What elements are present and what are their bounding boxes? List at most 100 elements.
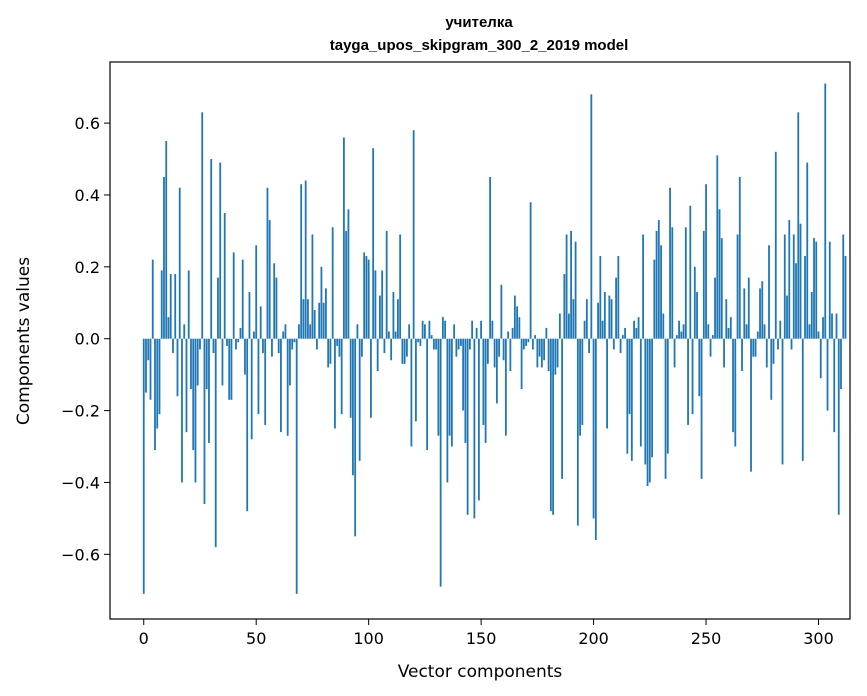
bar-component-213: [621, 335, 624, 339]
bar-component-6: [156, 338, 159, 429]
bar-component-259: [725, 299, 728, 339]
bar-component-55: [266, 187, 269, 339]
bar-component-258: [723, 338, 725, 368]
bar-component-268: [745, 324, 748, 339]
bar-component-176: [538, 338, 541, 357]
bar-component-206: [606, 338, 608, 429]
bar-component-37: [226, 338, 228, 346]
bar-component-18: [183, 324, 186, 339]
bar-component-145: [468, 338, 471, 350]
bar-component-38: [228, 338, 231, 400]
bar-component-241: [684, 227, 687, 339]
bar-component-303: [824, 83, 827, 339]
bar-component-239: [680, 331, 683, 339]
bar-component-246: [696, 291, 698, 339]
bar-component-12: [169, 274, 172, 339]
bar-component-298: [813, 238, 815, 339]
bar-component-289: [792, 234, 795, 339]
bar-component-179: [545, 327, 548, 339]
bar-component-10: [165, 141, 168, 339]
bar-component-105: [379, 295, 381, 339]
bar-component-77: [316, 338, 318, 350]
bar-component-7: [158, 338, 161, 415]
bar-component-282: [777, 338, 779, 350]
bar-component-89: [343, 137, 345, 339]
bar-component-168: [520, 338, 523, 390]
bar-component-137: [450, 338, 453, 447]
bar-component-22: [192, 338, 195, 451]
bar-component-251: [707, 324, 710, 339]
bar-component-13: [172, 338, 174, 354]
bar-component-283: [779, 320, 782, 339]
x-tick-label: 150: [466, 629, 497, 648]
bar-component-4: [151, 259, 154, 339]
bar-component-62: [282, 331, 285, 339]
bar-component-30: [210, 159, 213, 339]
bar-component-26: [201, 112, 204, 339]
bar-component-31: [212, 338, 215, 354]
bar-component-46: [246, 338, 249, 512]
y-tick-label: −0.4: [61, 473, 100, 492]
bar-component-76: [313, 309, 316, 339]
bar-component-115: [401, 338, 404, 364]
bar-component-122: [417, 338, 420, 343]
bar-component-215: [626, 338, 629, 454]
bar-component-36: [223, 212, 226, 339]
bars-group: [142, 83, 847, 594]
x-tick-label: 50: [246, 629, 266, 648]
bar-component-81: [325, 288, 327, 339]
bar-component-127: [428, 320, 431, 339]
bar-component-178: [543, 338, 545, 361]
bar-component-125: [423, 324, 426, 339]
bar-component-183: [554, 338, 557, 375]
bar-component-270: [750, 338, 752, 472]
bar-component-216: [628, 338, 631, 415]
bar-component-147: [473, 338, 476, 519]
bar-component-285: [783, 234, 786, 339]
bar-component-190: [570, 230, 572, 339]
bar-component-134: [444, 320, 447, 339]
bar-component-144: [466, 338, 469, 515]
bar-component-240: [682, 324, 685, 339]
bar-component-162: [507, 331, 510, 339]
bar-component-97: [361, 338, 363, 357]
bar-component-193: [576, 338, 579, 526]
bar-component-75: [311, 234, 314, 339]
bar-component-138: [453, 324, 456, 339]
bar-component-230: [660, 245, 662, 339]
bar-component-244: [691, 338, 694, 415]
bar-component-131: [437, 338, 440, 436]
bar-component-209: [612, 338, 615, 350]
bar-component-286: [786, 295, 788, 339]
bar-component-195: [581, 338, 584, 425]
bar-component-133: [441, 317, 444, 339]
bar-component-132: [439, 338, 442, 587]
bar-component-257: [720, 238, 723, 339]
bar-component-208: [610, 299, 613, 339]
bar-component-163: [509, 338, 512, 372]
bar-component-88: [340, 338, 343, 415]
bar-component-2: [147, 338, 150, 361]
bar-component-136: [448, 338, 451, 436]
bar-component-220: [637, 317, 640, 339]
bar-component-198: [588, 338, 590, 354]
bar-component-242: [687, 338, 689, 425]
bar-component-279: [770, 338, 773, 400]
bar-component-33: [217, 277, 219, 339]
bar-component-177: [540, 338, 543, 368]
bar-component-11: [167, 317, 170, 339]
bar-component-82: [327, 338, 330, 368]
bar-component-293: [801, 338, 804, 461]
bar-component-210: [615, 277, 617, 339]
bar-component-128: [430, 335, 433, 339]
bar-component-219: [635, 327, 638, 339]
bar-component-269: [747, 277, 750, 339]
bar-component-290: [795, 263, 797, 339]
bar-component-48: [250, 338, 253, 440]
bar-component-135: [446, 338, 449, 483]
bar-component-108: [385, 230, 388, 339]
bar-component-103: [374, 270, 377, 339]
bar-component-266: [741, 338, 743, 372]
bar-component-291: [797, 112, 800, 339]
bar-component-94: [354, 338, 357, 537]
